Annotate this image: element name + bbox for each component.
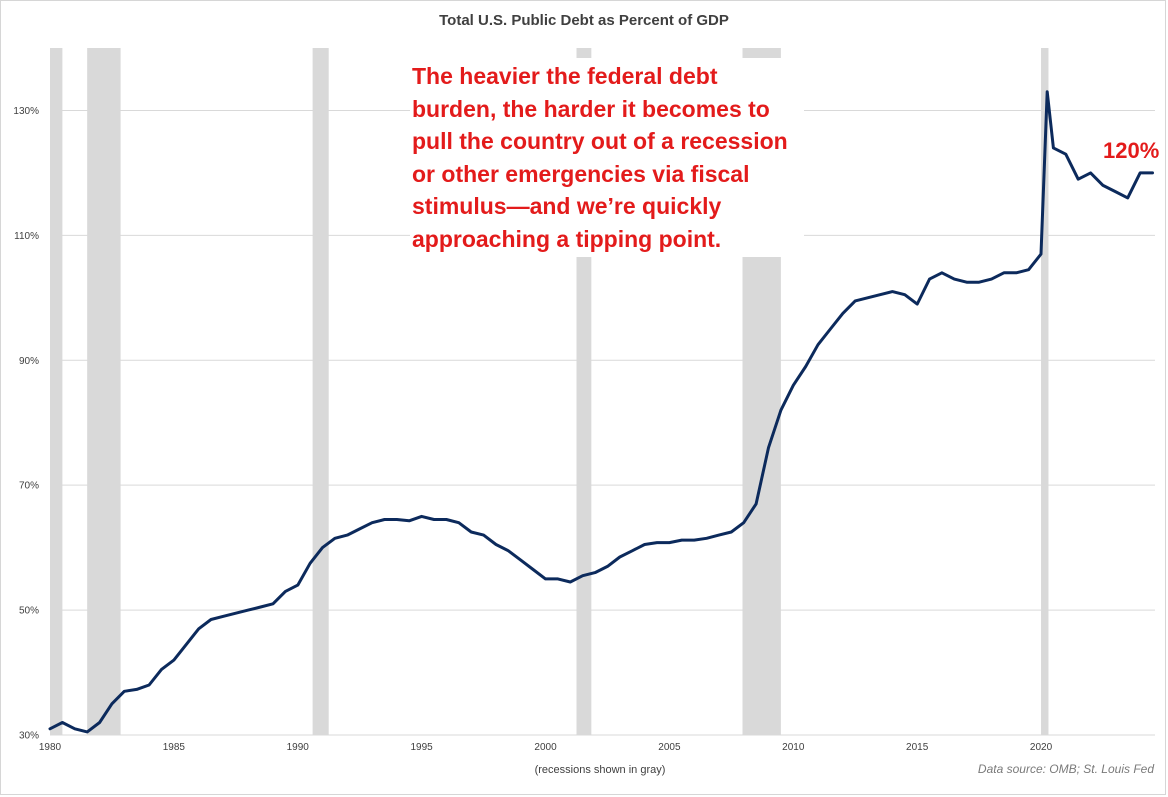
x-tick-label: 1990 [287, 742, 310, 753]
x-tick-label: 2005 [658, 742, 681, 753]
chart-title: Total U.S. Public Debt as Percent of GDP [439, 12, 729, 29]
y-tick-label: 70% [19, 481, 39, 492]
y-tick-label: 90% [19, 356, 39, 367]
source-note: Data source: OMB; St. Louis Fed [977, 762, 1154, 776]
x-tick-label: 2000 [534, 742, 557, 753]
x-tick-label: 2020 [1030, 742, 1053, 753]
x-axis-ticks: 1980 1985 1990 1995 2000 2005 2010 2015 2020 [39, 742, 1053, 753]
y-tick-label: 50% [19, 606, 39, 617]
series-layer [48, 90, 1154, 734]
x-tick-label: 2010 [782, 742, 805, 753]
y-tick-label: 30% [19, 731, 39, 742]
annotation-text: The heavier the federal debt burden, the… [410, 58, 804, 257]
recession-band-2 [312, 48, 329, 735]
y-tick-label: 130% [13, 106, 39, 117]
y-axis-ticks: 30% 50% 70% 90% 110% 130% [13, 106, 39, 742]
x-tick-label: 2015 [906, 742, 929, 753]
y-tick-label: 110% [14, 231, 39, 242]
series-line-0 [48, 90, 1154, 734]
value-callout: 120% [1103, 138, 1160, 163]
recession-band-0 [50, 48, 63, 735]
recession-band-1 [87, 48, 121, 735]
recession-band-5 [1041, 48, 1049, 735]
x-tick-label: 1995 [411, 742, 434, 753]
x-tick-label: 1980 [39, 742, 62, 753]
x-tick-label: 1985 [163, 742, 186, 753]
x-axis-label: (recessions shown in gray) [534, 764, 666, 776]
